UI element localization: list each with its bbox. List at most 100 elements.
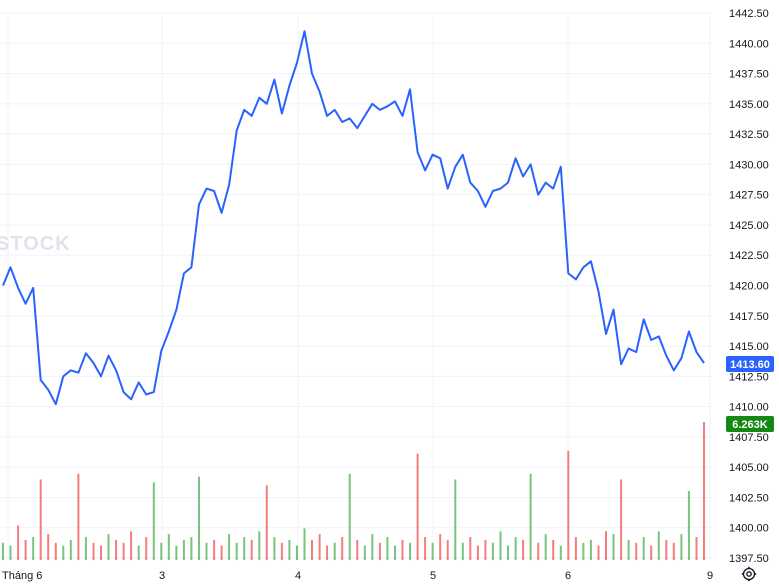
volume-bar xyxy=(130,531,133,561)
volume-bar xyxy=(627,539,630,560)
volume-bar xyxy=(416,453,419,560)
volume-bar xyxy=(39,479,42,560)
price-line xyxy=(2,30,705,406)
y-tick-label: 1432.50 xyxy=(729,129,769,141)
volume-bar xyxy=(386,537,389,560)
y-tick-label: 1397.50 xyxy=(729,553,769,565)
y-tick-label: 1430.00 xyxy=(729,159,769,171)
volume-bar xyxy=(507,545,509,560)
y-tick-label: 1402.50 xyxy=(729,492,769,504)
volume-bar xyxy=(394,545,396,560)
volume-bar xyxy=(491,542,494,561)
volume-bar xyxy=(167,534,170,560)
volume-bar xyxy=(198,476,200,560)
volume-bar xyxy=(371,534,374,560)
volume-bar xyxy=(265,485,268,561)
volume-bar xyxy=(47,534,50,560)
volume-bar xyxy=(115,539,118,560)
volume-bar xyxy=(484,539,487,560)
y-tick-label: 1442.50 xyxy=(729,8,769,20)
volume-bar xyxy=(363,545,366,560)
volume-bar xyxy=(650,545,653,560)
volume-bar xyxy=(100,545,102,560)
volume-bar xyxy=(243,537,246,560)
y-tick-label: 1410.00 xyxy=(729,402,769,414)
volume-bar xyxy=(620,479,623,560)
volume-bar xyxy=(514,537,517,560)
volume-bar xyxy=(2,542,4,561)
volume-bar xyxy=(280,542,283,561)
settings-gear-icon[interactable] xyxy=(741,566,757,582)
volume-bar xyxy=(446,539,449,560)
volume-bar xyxy=(409,542,411,561)
volume-bar xyxy=(250,539,253,560)
volume-bar xyxy=(220,545,223,560)
x-tick-label: 9 xyxy=(707,570,713,582)
volume-bar xyxy=(469,537,472,560)
y-tick-label: 1415.00 xyxy=(729,341,769,353)
volume-bar xyxy=(341,537,344,560)
volume-bar xyxy=(84,537,87,560)
volume-badge: 6.263K xyxy=(726,416,774,432)
volume-badge-label: 6.263K xyxy=(732,419,768,431)
volume-bar xyxy=(499,531,502,561)
volume-bar xyxy=(552,539,555,560)
volume-bar xyxy=(424,537,427,560)
x-tick-label: 4 xyxy=(295,570,301,582)
volume-bar xyxy=(522,539,525,560)
y-tick-label: 1420.00 xyxy=(729,281,769,293)
y-tick-label: 1437.50 xyxy=(729,69,769,81)
volume-bar xyxy=(77,473,80,561)
volume-bar xyxy=(378,542,381,561)
volume-bar xyxy=(642,537,645,560)
volume-bar xyxy=(62,545,65,560)
volume-bar xyxy=(635,542,638,561)
volume-bar xyxy=(137,545,140,560)
grid-lines xyxy=(0,12,712,560)
volume-bars xyxy=(2,422,705,561)
volume-bar xyxy=(672,542,675,561)
volume-bar xyxy=(288,539,291,560)
volume-bar xyxy=(567,450,570,561)
volume-bar xyxy=(544,534,547,560)
volume-bar xyxy=(348,473,351,561)
volume-bar xyxy=(529,473,532,561)
price-badge-label: 1413.60 xyxy=(730,359,770,371)
volume-bar xyxy=(213,539,216,560)
volume-bar xyxy=(92,542,95,561)
y-tick-label: 1440.00 xyxy=(729,38,769,50)
y-tick-label: 1425.00 xyxy=(729,220,769,232)
y-tick-label: 1427.50 xyxy=(729,190,769,202)
volume-bar xyxy=(24,539,27,560)
y-tick-label: 1417.50 xyxy=(729,311,769,323)
volume-bar xyxy=(356,539,359,560)
volume-bar xyxy=(657,531,660,561)
volume-bar xyxy=(665,539,668,560)
x-tick-label: Tháng 6 xyxy=(2,570,42,582)
volume-bar xyxy=(605,531,607,561)
volume-bar xyxy=(190,537,193,560)
y-tick-label: 1422.50 xyxy=(729,250,769,262)
volume-bar xyxy=(318,534,321,560)
volume-bar xyxy=(32,537,35,560)
x-tick-label: 5 xyxy=(430,570,436,582)
volume-bar xyxy=(311,539,313,560)
y-tick-label: 1400.00 xyxy=(729,523,769,535)
volume-bar xyxy=(205,542,208,561)
volume-bar xyxy=(54,542,57,561)
volume-bar xyxy=(439,534,442,560)
volume-bar xyxy=(687,491,690,560)
y-tick-label: 1405.00 xyxy=(729,462,769,474)
volume-bar xyxy=(333,542,336,561)
volume-bar xyxy=(107,534,110,560)
volume-bar xyxy=(296,545,298,560)
x-tick-label: 3 xyxy=(159,570,165,582)
y-tick-label: 1435.00 xyxy=(729,99,769,111)
y-axis: 1442.50 1440.00 1437.50 1435.00 1432.50 1430.… xyxy=(729,8,769,565)
volume-bar xyxy=(537,542,540,561)
x-tick-label: 6 xyxy=(565,570,571,582)
y-tick-label: 1412.50 xyxy=(729,371,769,383)
volume-bar xyxy=(695,537,698,560)
settings-gear-glyph xyxy=(741,566,757,582)
